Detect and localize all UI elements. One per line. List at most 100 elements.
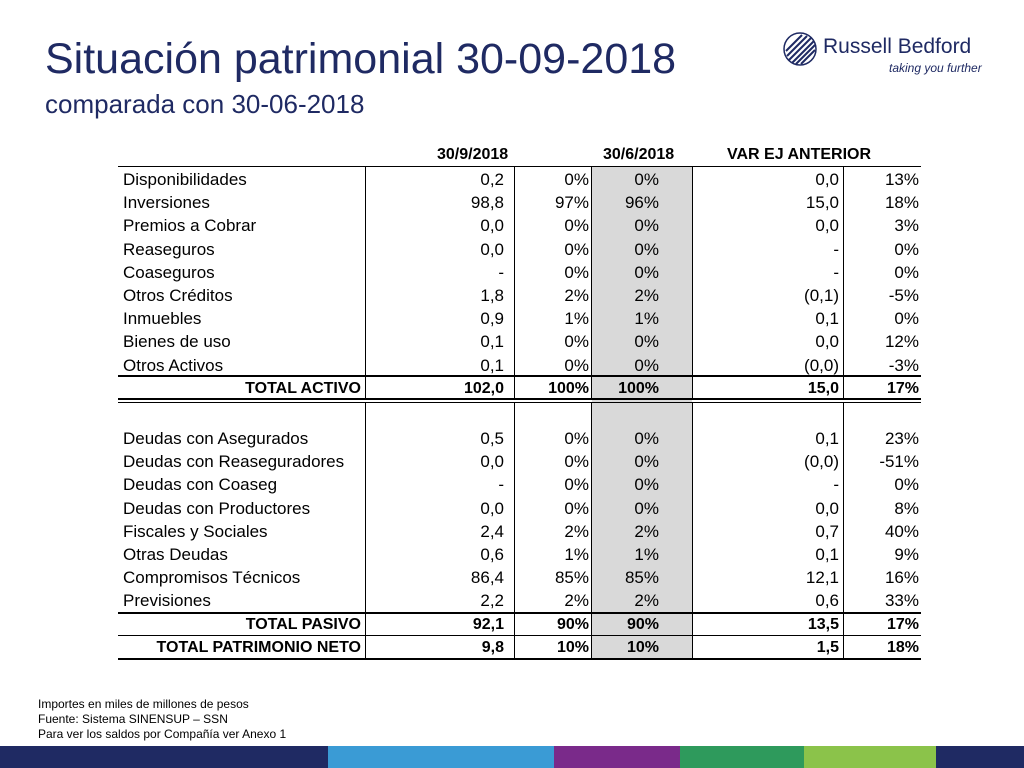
row-label: Deudas con Reaseguradores [123,452,345,472]
grid-line [514,166,515,400]
pct-2018-06: 0% [634,498,659,518]
row-label: Deudas con Asegurados [123,429,309,448]
variation-value: 0,0 [815,498,839,518]
variation-pct: 0% [894,262,919,282]
footer-segment [804,746,936,768]
footer-segment [680,746,804,768]
pct-2018-09: 0% [564,452,589,472]
pct-2018-06: 0% [634,216,659,236]
variation-pct: 0% [894,475,919,495]
pct-2018-09: 0% [564,170,589,189]
row-label: Otras Deudas [123,545,228,564]
table-row: Inmuebles 0,9 1% 1% 0,1 0% [118,307,921,330]
footnote-units: Importes en miles de millones de pesos [38,697,249,711]
pct-2018-09: 100% [548,380,589,397]
pct-2018-06: 100% [618,380,659,397]
total-activo-row: TOTAL ACTIVO 102,0 100% 100% 15,0 17% [118,377,921,400]
variation-pct: -5% [888,286,919,305]
variation-value: 1,5 [816,639,839,656]
variation-pct: 17% [886,380,919,397]
row-label: TOTAL ACTIVO [245,380,361,397]
variation-pct: 40% [884,521,919,541]
pct-2018-06: 0% [634,262,659,282]
variation-pct: 23% [884,429,919,448]
value-2018-09: 0,9 [480,309,504,329]
pct-2018-09: 2% [564,591,589,611]
pct-2018-09: 0% [564,216,589,236]
pct-2018-06: 0% [634,239,659,259]
footnote-annex: Para ver los saldos por Compañía ver Ane… [38,727,287,741]
variation-value: - [833,262,839,282]
grid-line [118,375,921,377]
comparison-column-shade [592,166,692,659]
variation-value: 15,0 [807,380,839,397]
value-2018-09: 86,4 [470,568,504,588]
variation-pct: 13% [884,170,919,189]
variation-value: 0,0 [815,170,839,189]
variation-value: (0,1) [804,286,839,305]
grid-line [692,166,693,400]
variation-value: - [833,475,839,495]
footer-segment [328,746,554,768]
grid-line [591,166,592,400]
row-label: Deudas con Coaseg [123,475,278,495]
table-row: Compromisos Técnicos 86,4 85% 85% 12,1 16% [118,566,921,589]
pct-2018-06: 2% [634,521,659,541]
value-2018-09: 2,4 [480,521,504,541]
row-label: Previsiones [123,591,211,611]
table-row: Deudas con Productores 0,0 0% 0% 0,0 8% [118,497,921,520]
variation-pct: 17% [886,616,919,633]
variation-pct: 18% [886,639,919,656]
grid-line [365,166,366,400]
value-2018-09: 92,1 [472,616,504,633]
pct-2018-09: 0% [564,355,589,375]
value-2018-09: 0,6 [480,545,504,564]
grid-line [118,398,921,400]
variation-pct: 16% [884,568,919,588]
value-2018-09: 0,0 [480,239,504,259]
variation-value: 0,1 [815,429,839,448]
pct-2018-06: 0% [634,332,659,352]
variation-pct: -51% [879,452,919,472]
value-2018-09: 1,8 [480,286,504,305]
pct-2018-09: 2% [564,521,589,541]
row-label: Reaseguros [123,239,215,259]
pct-2018-09: 0% [564,262,589,282]
footer-segment [554,746,680,768]
grid-line [118,635,921,636]
table-row: Premios a Cobrar 0,0 0% 0% 0,0 3% [118,214,921,237]
pct-2018-09: 0% [564,429,589,448]
variation-value: 0,6 [815,591,839,611]
variation-value: 15,0 [805,193,839,213]
row-label: Coaseguros [123,262,215,282]
row-label: Inmuebles [123,309,202,329]
table-row: Previsiones 2,2 2% 2% 0,6 33% [118,589,921,612]
value-2018-09: 0,0 [480,498,504,518]
grid-line [118,402,921,403]
table-row: Reaseguros 0,0 0% 0% - 0% [118,238,921,261]
table-row: Deudas con Asegurados 0,5 0% 0% 0,1 23% [118,427,921,450]
header-col-2018-09: 30/9/2018 [437,146,509,163]
pct-2018-06: 85% [624,568,659,588]
table-row: Otras Deudas 0,6 1% 1% 0,1 9% [118,543,921,566]
grid-line [118,166,921,167]
pct-2018-09: 0% [564,239,589,259]
variation-value: 0,1 [815,309,839,329]
pct-2018-06: 0% [634,170,659,189]
pct-2018-09: 2% [564,286,589,305]
page-title: Situación patrimonial 30-09-2018 [45,35,677,83]
variation-value: - [833,239,839,259]
footnotes: Importes en miles de millones de pesos F… [38,697,286,742]
logo-tagline: taking you further [889,61,982,75]
variation-pct: 18% [884,193,919,213]
pct-2018-06: 0% [634,429,659,448]
globe-logo-icon [783,32,817,66]
row-label: Deudas con Productores [123,498,311,518]
pct-2018-06: 0% [634,452,659,472]
value-2018-09: 2,2 [480,591,504,611]
grid-line [843,402,844,660]
company-logo: Russell Bedford taking you further [783,30,983,80]
row-label: Compromisos Técnicos [123,568,301,588]
grid-line [118,658,921,660]
value-2018-09: 0,1 [480,332,504,352]
